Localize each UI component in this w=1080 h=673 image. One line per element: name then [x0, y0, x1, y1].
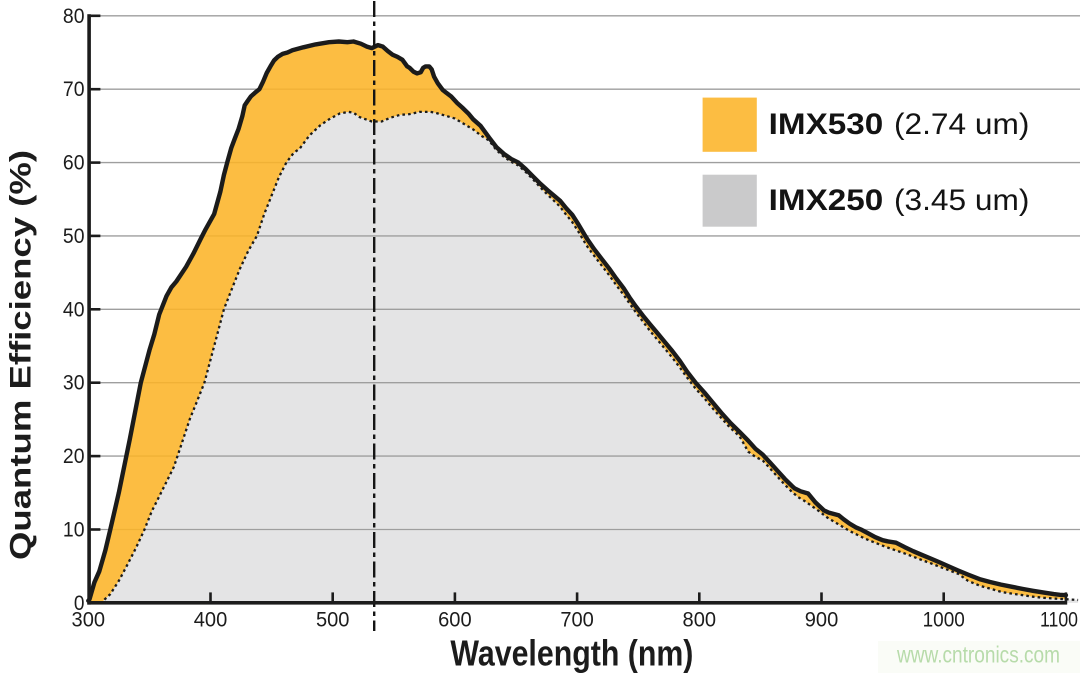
svg-text:900: 900: [805, 609, 839, 632]
svg-text:Quantum Efficiency (%): Quantum Efficiency (%): [5, 150, 38, 560]
svg-text:300: 300: [72, 609, 106, 632]
svg-text:400: 400: [194, 609, 228, 632]
svg-text:20: 20: [63, 445, 85, 468]
svg-text:IMX250: IMX250: [769, 184, 884, 217]
svg-text:0: 0: [74, 592, 85, 615]
svg-text:1000: 1000: [923, 609, 965, 632]
svg-text:800: 800: [683, 609, 717, 632]
svg-text:80: 80: [63, 5, 85, 28]
svg-text:50: 50: [63, 225, 85, 248]
svg-text:700: 700: [560, 609, 594, 632]
svg-text:Wavelength (nm): Wavelength (nm): [450, 633, 693, 673]
svg-text:(2.74 um): (2.74 um): [894, 108, 1029, 141]
svg-text:70: 70: [63, 78, 85, 101]
svg-text:500: 500: [316, 609, 350, 632]
svg-text:600: 600: [438, 609, 472, 632]
svg-text:60: 60: [63, 152, 85, 175]
svg-text:10: 10: [63, 519, 85, 542]
svg-text:1100: 1100: [1040, 609, 1078, 632]
svg-text:www.cntronics.com: www.cntronics.com: [896, 642, 1060, 668]
svg-text:40: 40: [63, 298, 85, 321]
svg-text:30: 30: [63, 372, 85, 395]
svg-text:(3.45 um): (3.45 um): [894, 184, 1029, 217]
svg-text:IMX530: IMX530: [769, 108, 884, 141]
